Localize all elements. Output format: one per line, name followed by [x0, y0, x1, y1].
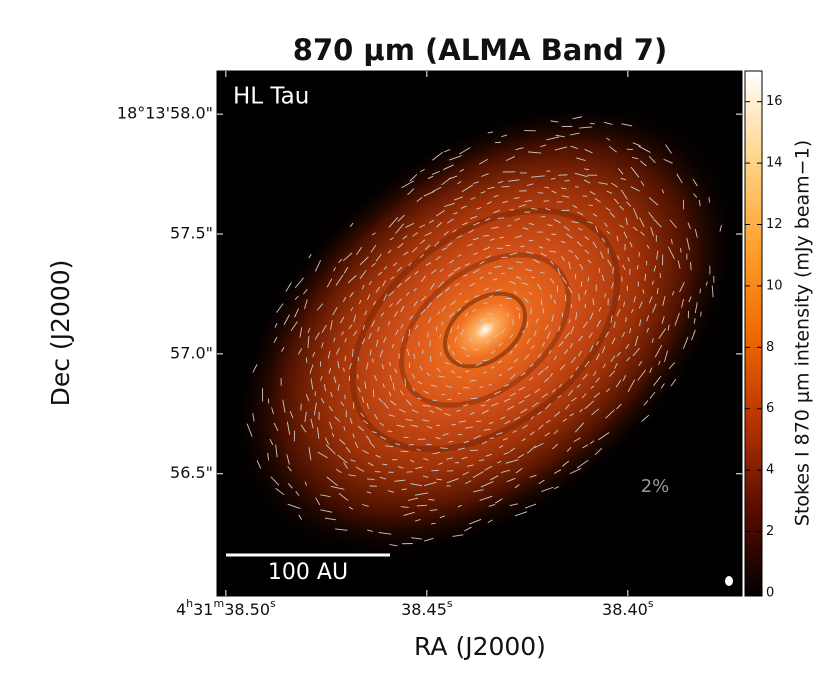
polarization-vector [353, 349, 354, 357]
colorbar-tick-label: 10 [766, 278, 783, 293]
vector-scale-label: 2% [641, 476, 670, 497]
polarization-vector [406, 472, 412, 473]
colorbar-tick-label: 14 [766, 156, 783, 171]
polarization-vector [440, 448, 448, 449]
colorbar-tick-label: 0 [766, 585, 774, 600]
colorbar-tick-label: 8 [766, 340, 774, 355]
colorbar-label: Stokes I 870 μm intensity (mJy beam−1) [792, 140, 814, 526]
y-tick-label: 57.0" [170, 343, 213, 362]
y-tick-label: 56.5" [170, 463, 213, 482]
chart-title: 870 μm (ALMA Band 7) [293, 33, 667, 67]
polarization-vector [483, 372, 486, 373]
polarization-vector [508, 268, 513, 269]
beam [725, 576, 733, 586]
polarization-vector [458, 434, 462, 435]
y-tick-label: 57.5" [170, 224, 213, 243]
polarization-vector [590, 123, 595, 124]
colorbar-tick-label: 4 [766, 463, 774, 478]
polarization-vector [531, 277, 535, 278]
colorbar-tick-label: 2 [766, 524, 774, 539]
x-tick-label: 38.40s [602, 597, 654, 619]
colorbar-tick-label: 16 [766, 94, 783, 109]
polarization-vector [691, 262, 692, 270]
polarization-vector [419, 341, 420, 345]
polarization-vector [402, 489, 407, 490]
x-tick-label: 38.45s [401, 597, 453, 619]
colorbar [745, 71, 762, 596]
colorbar-tick-label: 12 [766, 217, 783, 232]
polarization-vector [451, 424, 455, 425]
colorbar-tick-label: 6 [766, 401, 774, 416]
x-axis-label: RA (J2000) [414, 632, 546, 661]
y-tick-label: 18°13'58.0" [117, 104, 213, 123]
polarization-vector [626, 317, 627, 322]
x-tick-label: 4h31m38.50s [176, 597, 276, 619]
polarization-vector [488, 273, 491, 274]
polarization-vector [423, 405, 431, 406]
polarization-vector [544, 201, 549, 202]
source-label: HL Tau [233, 84, 309, 110]
y-axis-label: Dec (J2000) [46, 260, 75, 407]
scale-bar-label: 100 AU [268, 560, 348, 585]
polarization-vector [558, 175, 567, 176]
polarization-vector [538, 193, 543, 194]
